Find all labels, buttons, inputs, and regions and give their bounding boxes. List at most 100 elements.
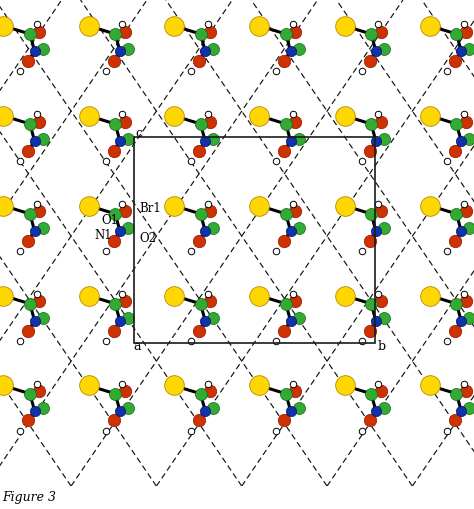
Point — [187, 337, 195, 345]
Point — [372, 47, 380, 55]
Point — [25, 326, 32, 334]
Point — [443, 157, 451, 165]
Point — [204, 200, 211, 208]
Point — [255, 202, 263, 210]
Point — [287, 407, 294, 415]
Point — [255, 22, 263, 30]
Point — [25, 56, 32, 65]
Point — [372, 137, 380, 145]
Point — [380, 224, 388, 233]
Point — [287, 137, 294, 145]
Point — [204, 110, 211, 118]
Point — [372, 227, 380, 235]
Point — [295, 45, 302, 53]
Point — [377, 27, 384, 36]
Point — [289, 290, 297, 298]
Point — [118, 110, 126, 118]
Point — [460, 20, 467, 29]
Point — [121, 207, 128, 215]
Point — [102, 157, 109, 165]
Point — [289, 110, 297, 118]
Point — [111, 30, 119, 38]
Point — [26, 300, 34, 308]
Point — [462, 387, 470, 395]
Text: O1: O1 — [101, 214, 118, 227]
Point — [31, 407, 38, 415]
Point — [26, 120, 34, 128]
Point — [204, 290, 211, 298]
Point — [453, 390, 460, 398]
Point — [201, 137, 209, 145]
Point — [366, 237, 374, 245]
Point — [197, 210, 204, 218]
Point — [197, 30, 204, 38]
Point — [25, 416, 32, 425]
Point — [341, 381, 348, 389]
Point — [287, 317, 294, 325]
Point — [121, 297, 128, 305]
Point — [367, 120, 375, 128]
Point — [124, 315, 132, 323]
Point — [31, 47, 38, 55]
Point — [195, 56, 203, 65]
Point — [210, 404, 217, 412]
Point — [462, 27, 470, 36]
Point — [292, 207, 299, 215]
Point — [170, 292, 178, 300]
Point — [116, 47, 124, 55]
Point — [358, 247, 365, 256]
Point — [282, 30, 290, 38]
Point — [116, 137, 124, 145]
Point — [118, 290, 126, 298]
Point — [462, 207, 470, 215]
Text: b: b — [377, 340, 385, 353]
Point — [443, 337, 451, 345]
Point — [460, 110, 467, 118]
Point — [443, 427, 451, 435]
Point — [341, 22, 348, 30]
Point — [0, 292, 7, 300]
Point — [451, 237, 459, 245]
Point — [255, 111, 263, 120]
Point — [460, 290, 467, 298]
Point — [287, 227, 294, 235]
Point — [0, 381, 7, 389]
Point — [206, 118, 214, 126]
Point — [366, 416, 374, 425]
Point — [102, 67, 109, 75]
Point — [377, 297, 384, 305]
Point — [372, 407, 380, 415]
Point — [121, 118, 128, 126]
Point — [33, 290, 41, 298]
Point — [366, 56, 374, 65]
Point — [289, 20, 297, 29]
Point — [85, 292, 92, 300]
Point — [374, 290, 382, 298]
Point — [372, 317, 380, 325]
Point — [443, 67, 451, 75]
Point — [465, 45, 473, 53]
Point — [118, 380, 126, 388]
Point — [377, 118, 384, 126]
Point — [124, 404, 132, 412]
Point — [201, 227, 209, 235]
Text: Figure 3: Figure 3 — [2, 491, 56, 504]
Point — [39, 134, 46, 143]
Point — [110, 56, 118, 65]
Point — [116, 317, 124, 325]
Point — [39, 404, 46, 412]
Point — [111, 300, 119, 308]
Point — [118, 20, 126, 29]
Point — [453, 300, 460, 308]
Point — [281, 56, 288, 65]
Point — [451, 147, 459, 155]
Point — [0, 111, 7, 120]
Point — [367, 30, 375, 38]
Point — [457, 407, 465, 415]
Point — [33, 20, 41, 29]
Point — [281, 326, 288, 334]
Point — [341, 292, 348, 300]
Point — [426, 22, 434, 30]
Point — [26, 210, 34, 218]
Point — [36, 118, 43, 126]
